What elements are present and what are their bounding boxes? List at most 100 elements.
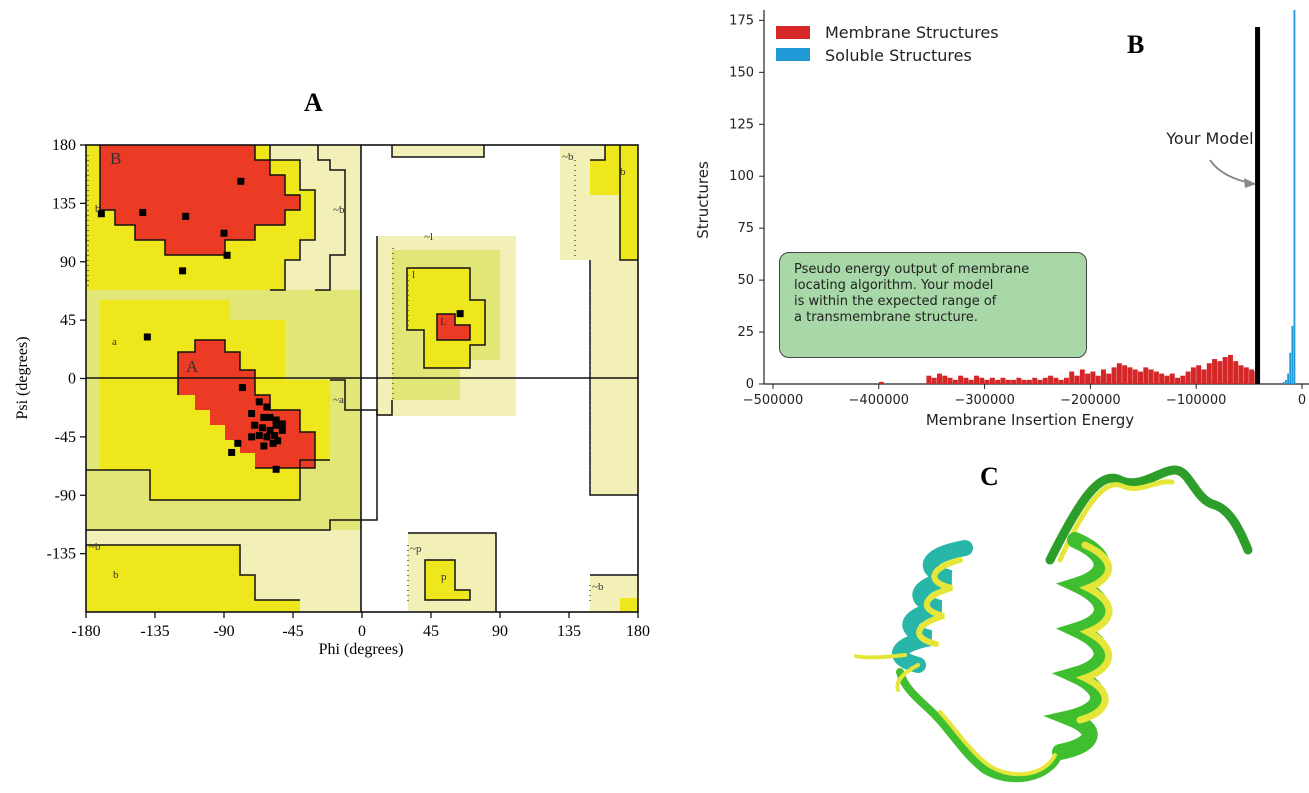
membrane-bar bbox=[1026, 379, 1032, 384]
rama-x-tick-label: 45 bbox=[423, 623, 439, 640]
region-label-l: l bbox=[412, 269, 415, 281]
your-model-label: Your Model bbox=[1165, 129, 1253, 148]
membrane-bar bbox=[1053, 377, 1059, 384]
soluble-bar bbox=[1289, 352, 1292, 384]
rama-x-tick-label: -180 bbox=[71, 623, 100, 640]
membrane-bar bbox=[1180, 375, 1186, 384]
membrane-bar bbox=[947, 377, 953, 384]
membrane-bar bbox=[936, 373, 942, 384]
core-region-l bbox=[437, 314, 470, 340]
rama-y-tick-label: -90 bbox=[55, 487, 76, 504]
membrane-bar bbox=[1196, 365, 1202, 384]
membrane-bar bbox=[1106, 373, 1112, 384]
region-outline bbox=[99, 145, 301, 256]
hist-y-tick-label: 25 bbox=[737, 325, 754, 340]
region-outline bbox=[376, 236, 393, 416]
membrane-bar bbox=[1016, 377, 1022, 384]
note-line: locating algorithm. Your model bbox=[794, 278, 994, 293]
rama-residue-point bbox=[228, 448, 236, 456]
legend-swatch-membrane bbox=[776, 26, 810, 39]
membrane-bar bbox=[963, 377, 969, 384]
rama-residue-point bbox=[272, 416, 280, 424]
pale-region bbox=[392, 145, 484, 157]
membrane-bar bbox=[1069, 371, 1075, 384]
rama-x-tick-label: -45 bbox=[282, 623, 303, 640]
membrane-bar bbox=[1037, 379, 1043, 384]
rama-residue-point bbox=[251, 421, 259, 429]
membrane-bar bbox=[1159, 373, 1165, 384]
note-box: Pseudo energy output of membrane locatin… bbox=[779, 252, 1087, 358]
rama-residue-point bbox=[260, 413, 268, 421]
rama-x-tick-label: -135 bbox=[140, 623, 169, 640]
rama-x-tick-label: 135 bbox=[557, 623, 581, 640]
rama-y-tick-label: 135 bbox=[52, 195, 76, 212]
region-outline bbox=[589, 145, 638, 496]
legend-swatch-soluble bbox=[776, 48, 810, 61]
hist-y-tick-label: 150 bbox=[729, 65, 754, 80]
region-outline bbox=[408, 532, 638, 612]
hist-y-tick-label: 125 bbox=[729, 117, 754, 132]
region-label-tilde-b: ~b bbox=[562, 151, 574, 163]
soluble-bar bbox=[1291, 325, 1294, 384]
membrane-bar bbox=[1212, 359, 1218, 384]
membrane-bar bbox=[1090, 371, 1096, 384]
hist-y-tick-label: 175 bbox=[729, 13, 754, 28]
core-region-alpha bbox=[178, 340, 315, 468]
rama-residue-point bbox=[266, 413, 274, 421]
membrane-bar bbox=[968, 379, 974, 384]
membrane-bar bbox=[1095, 375, 1101, 384]
rama-residue-point bbox=[248, 433, 256, 441]
panel-b-label: B bbox=[1127, 30, 1145, 59]
rama-residue-point bbox=[258, 424, 266, 432]
membrane-bar bbox=[1032, 377, 1038, 384]
membrane-bar bbox=[1005, 379, 1011, 384]
rama-residue-point bbox=[238, 384, 246, 392]
membrane-bar bbox=[1116, 363, 1122, 384]
membrane-bar bbox=[1249, 369, 1255, 384]
region-label-tilde-p: ~p bbox=[410, 543, 422, 555]
rama-y-tick-label: 90 bbox=[60, 254, 76, 271]
loop-green bbox=[1045, 465, 1253, 565]
region-label-tilde-l: ~l bbox=[424, 231, 433, 243]
hist-x-tick-label: −100000 bbox=[1166, 393, 1227, 408]
membrane-bar bbox=[1074, 375, 1080, 384]
membrane-bar bbox=[1143, 367, 1149, 384]
membrane-bar bbox=[995, 379, 1001, 384]
membrane-bar bbox=[1238, 365, 1244, 384]
note-line: Pseudo energy output of membrane bbox=[794, 262, 1030, 277]
hist-y-tick-label: 0 bbox=[746, 377, 754, 392]
rama-residue-point bbox=[274, 437, 282, 445]
rama-x-tick-label: 0 bbox=[358, 623, 366, 640]
region-label-b: b bbox=[620, 166, 626, 178]
rama-residue-point bbox=[263, 433, 271, 441]
hist-ticks: −500000 −400000 −300000 −200000 −100000 0 0 25 5… bbox=[729, 13, 1306, 408]
loop-yellow bbox=[1057, 479, 1175, 563]
soluble-bar bbox=[1293, 10, 1296, 384]
rama-region-labels: B b A a L l ~b ~a ~l ~p p ~b b ~b b ~b bbox=[89, 149, 626, 593]
membrane-bar bbox=[878, 381, 884, 384]
rama-residue-point bbox=[266, 426, 274, 434]
histogram-chart: −500000 −400000 −300000 −200000 −100000 0 0 25 5… bbox=[694, 10, 1309, 429]
hist-x-axis-title: Membrane Insertion Energy bbox=[926, 411, 1134, 429]
soluble-bar bbox=[1287, 373, 1290, 384]
membrane-bar bbox=[1185, 371, 1191, 384]
rama-residue-point bbox=[271, 432, 279, 440]
helix-left-cyan bbox=[891, 540, 973, 673]
region-label-b: b bbox=[113, 569, 119, 581]
membrane-bar bbox=[1079, 369, 1085, 384]
rama-x-axis-title: Phi (degrees) bbox=[319, 641, 404, 658]
membrane-bar bbox=[1132, 369, 1138, 384]
rama-residue-point bbox=[248, 410, 256, 418]
rama-residue-point bbox=[263, 403, 271, 411]
rama-residue-point bbox=[182, 212, 190, 220]
region-label-p: p bbox=[441, 571, 447, 583]
region-label-A: A bbox=[186, 357, 199, 376]
hist-x-tick-label: −500000 bbox=[743, 393, 804, 408]
rama-residue-point bbox=[223, 251, 231, 259]
rama-residue-point bbox=[260, 442, 268, 450]
rama-residue-point bbox=[278, 420, 286, 428]
membrane-bar bbox=[1206, 363, 1212, 384]
region-outline bbox=[315, 145, 346, 291]
membrane-bar bbox=[974, 375, 980, 384]
